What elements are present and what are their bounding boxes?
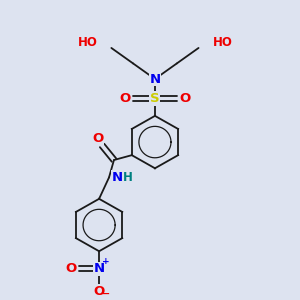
Text: +: + xyxy=(102,257,110,266)
Text: HO: HO xyxy=(212,36,232,49)
Text: O: O xyxy=(120,92,131,105)
Text: N: N xyxy=(149,73,161,85)
Text: H: H xyxy=(123,171,133,184)
Text: −: − xyxy=(102,289,110,299)
Text: N: N xyxy=(94,262,105,275)
Text: O: O xyxy=(94,284,105,298)
Text: HO: HO xyxy=(78,36,98,49)
Text: O: O xyxy=(92,132,104,145)
Text: N: N xyxy=(111,171,122,184)
Text: S: S xyxy=(150,92,160,105)
Text: O: O xyxy=(179,92,190,105)
Text: O: O xyxy=(66,262,77,275)
